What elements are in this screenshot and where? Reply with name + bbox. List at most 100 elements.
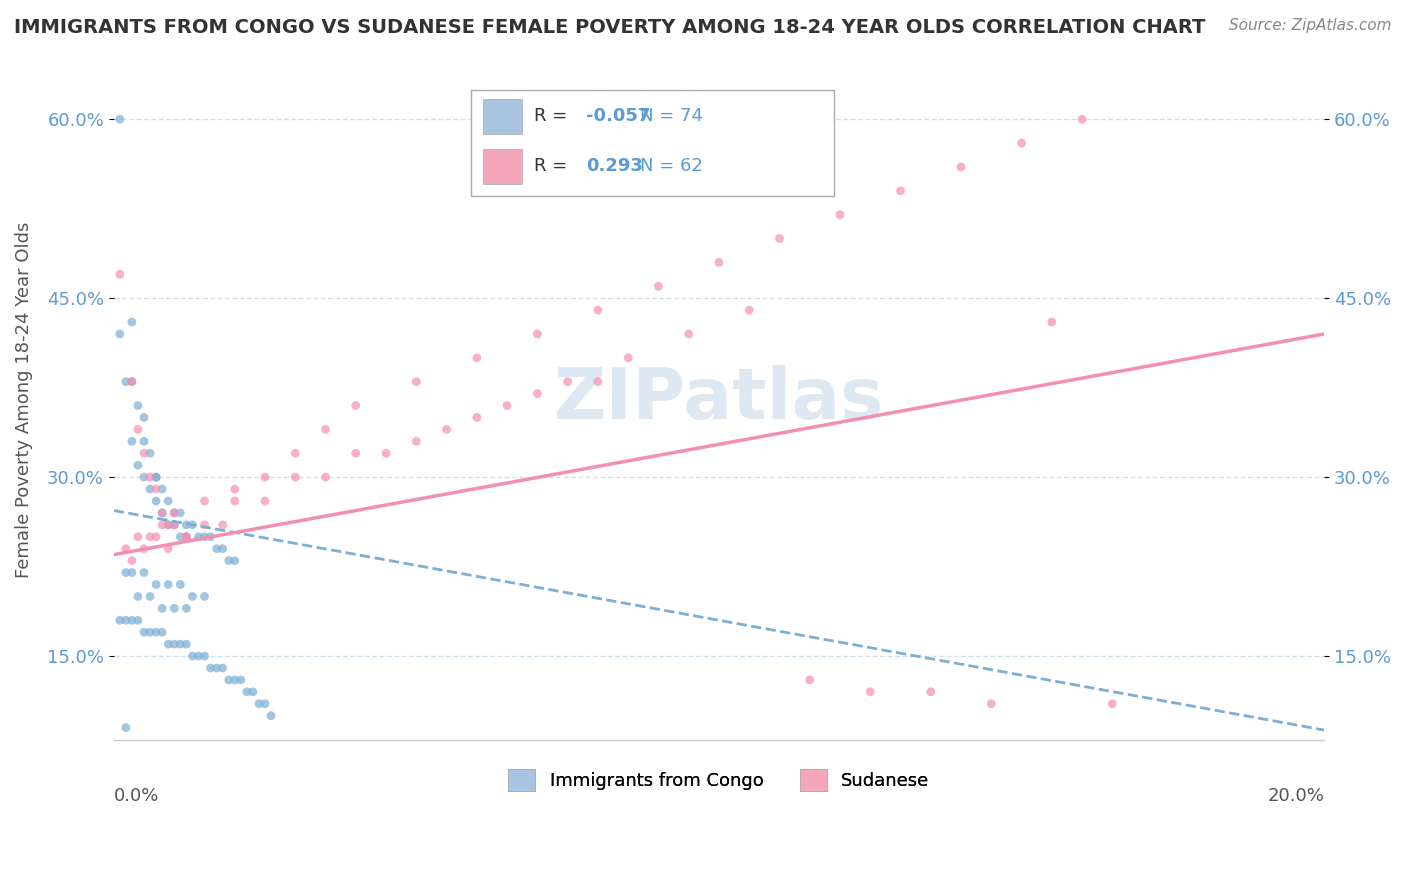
Point xyxy=(200,530,222,544)
Point xyxy=(181,590,204,604)
Text: N = 62: N = 62 xyxy=(640,157,703,176)
Point xyxy=(859,685,882,699)
Point xyxy=(115,566,138,580)
Point xyxy=(150,625,173,640)
Point xyxy=(187,530,209,544)
Point xyxy=(163,506,186,520)
Point xyxy=(176,601,198,615)
Point xyxy=(145,577,167,591)
Point xyxy=(145,470,167,484)
Point xyxy=(1071,112,1094,127)
Point xyxy=(163,637,186,651)
Point xyxy=(132,470,155,484)
Point xyxy=(176,530,198,544)
Point xyxy=(139,530,162,544)
Point xyxy=(150,482,173,496)
Point xyxy=(254,470,277,484)
Point xyxy=(169,530,191,544)
Text: -0.057: -0.057 xyxy=(586,107,650,125)
Point xyxy=(169,506,191,520)
Point xyxy=(115,375,138,389)
Point xyxy=(108,326,131,341)
Text: ZIPatlas: ZIPatlas xyxy=(554,365,884,434)
Point xyxy=(121,375,143,389)
Point xyxy=(139,625,162,640)
Point xyxy=(121,566,143,580)
Point xyxy=(115,613,138,627)
Point xyxy=(375,446,398,460)
Text: N = 74: N = 74 xyxy=(640,107,703,125)
Point xyxy=(224,482,246,496)
Point xyxy=(121,315,143,329)
Point xyxy=(127,399,149,413)
Point xyxy=(920,685,942,699)
Point xyxy=(738,303,761,318)
Point xyxy=(157,517,180,532)
Point xyxy=(127,590,149,604)
Point xyxy=(176,530,198,544)
Point xyxy=(1101,697,1123,711)
Point xyxy=(108,112,131,127)
Point xyxy=(115,541,138,556)
Point xyxy=(254,697,277,711)
Point xyxy=(121,613,143,627)
Text: IMMIGRANTS FROM CONGO VS SUDANESE FEMALE POVERTY AMONG 18-24 YEAR OLDS CORRELATI: IMMIGRANTS FROM CONGO VS SUDANESE FEMALE… xyxy=(14,18,1205,37)
FancyBboxPatch shape xyxy=(482,99,522,135)
Point xyxy=(145,625,167,640)
Point xyxy=(169,577,191,591)
Point xyxy=(150,506,173,520)
Point xyxy=(157,637,180,651)
Point xyxy=(145,494,167,508)
Point xyxy=(768,231,790,245)
Point xyxy=(526,386,548,401)
Point xyxy=(229,673,252,687)
Point xyxy=(163,517,186,532)
Point xyxy=(586,375,609,389)
Point xyxy=(828,208,851,222)
Point xyxy=(127,530,149,544)
Point xyxy=(211,541,233,556)
Point xyxy=(157,577,180,591)
Point xyxy=(150,506,173,520)
Point xyxy=(132,541,155,556)
Point xyxy=(647,279,669,293)
Point xyxy=(236,685,259,699)
Point xyxy=(145,482,167,496)
Text: R =: R = xyxy=(534,107,572,125)
Point xyxy=(193,517,215,532)
Point xyxy=(344,399,367,413)
Point xyxy=(139,446,162,460)
Text: Source: ZipAtlas.com: Source: ZipAtlas.com xyxy=(1229,18,1392,33)
Point xyxy=(224,494,246,508)
Point xyxy=(193,530,215,544)
Legend: Immigrants from Congo, Sudanese: Immigrants from Congo, Sudanese xyxy=(501,762,936,798)
Point xyxy=(176,530,198,544)
Point xyxy=(115,721,138,735)
Point xyxy=(139,470,162,484)
Point xyxy=(132,410,155,425)
Point xyxy=(254,494,277,508)
Point xyxy=(260,708,283,723)
Point xyxy=(315,422,337,436)
Point xyxy=(205,661,228,675)
Point xyxy=(127,422,149,436)
Point xyxy=(127,458,149,473)
Point xyxy=(121,434,143,449)
Point xyxy=(405,434,427,449)
Point xyxy=(139,482,162,496)
Point xyxy=(496,399,519,413)
Point xyxy=(224,554,246,568)
Point xyxy=(200,661,222,675)
Point xyxy=(108,613,131,627)
Point xyxy=(465,351,488,365)
Point xyxy=(586,303,609,318)
Point xyxy=(181,648,204,663)
Y-axis label: Female Poverty Among 18-24 Year Olds: Female Poverty Among 18-24 Year Olds xyxy=(15,221,32,578)
Point xyxy=(157,494,180,508)
Point xyxy=(121,554,143,568)
FancyBboxPatch shape xyxy=(471,90,834,195)
Point xyxy=(150,601,173,615)
Point xyxy=(1040,315,1063,329)
Point xyxy=(707,255,730,269)
Point xyxy=(889,184,911,198)
